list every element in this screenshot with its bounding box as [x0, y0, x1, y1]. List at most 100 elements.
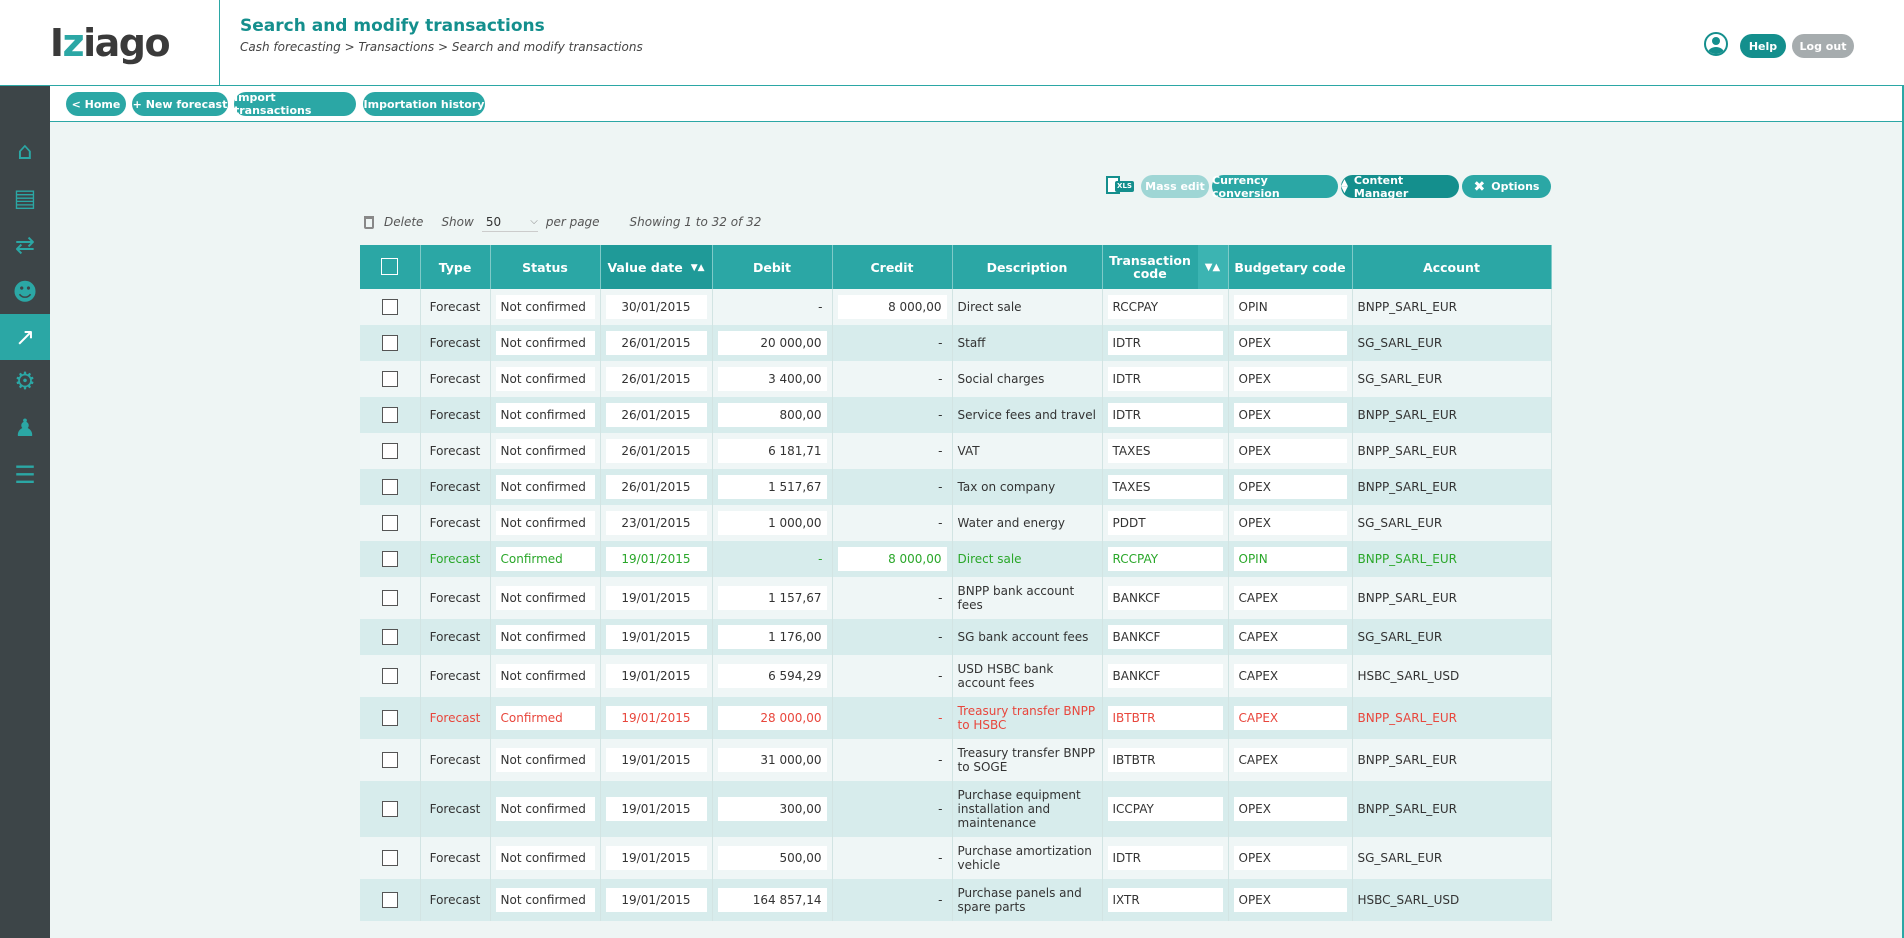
transaction-code-cell[interactable]: IBTBTR	[1102, 739, 1229, 781]
value-date-cell[interactable]: 26/01/2015	[600, 361, 713, 397]
debit-cell[interactable]: 300,00	[712, 781, 833, 837]
row-checkbox[interactable]	[381, 335, 398, 351]
transaction-code-cell[interactable]: PDDT	[1102, 505, 1229, 541]
debit-cell[interactable]: -	[712, 541, 833, 577]
value-date-cell[interactable]: 26/01/2015	[600, 397, 713, 433]
status-cell[interactable]: Not confirmed	[490, 655, 601, 697]
credit-cell[interactable]: -	[832, 505, 953, 541]
table-row[interactable]: Forecast Not confirmed 26/01/2015 3 400,00-…	[360, 361, 1552, 397]
credit-cell[interactable]: 8 000,00	[832, 289, 953, 325]
description-cell[interactable]: Direct sale	[952, 541, 1103, 577]
transaction-code-cell[interactable]: IDTR	[1102, 325, 1229, 361]
debit-cell[interactable]: -	[712, 289, 833, 325]
table-row[interactable]: Forecast Not confirmed 19/01/2015 500,00- Pu…	[360, 837, 1552, 879]
credit-cell[interactable]: -	[832, 361, 953, 397]
credit-cell[interactable]: -	[832, 619, 953, 655]
table-row[interactable]: Forecast Not confirmed 26/01/2015 20 000,00…	[360, 325, 1552, 361]
credit-cell[interactable]: -	[832, 655, 953, 697]
home-icon[interactable]: ⌂	[17, 137, 33, 165]
value-date-cell[interactable]: 19/01/2015	[600, 619, 713, 655]
budgetary-code-cell[interactable]: OPEX	[1228, 505, 1353, 541]
value-date-cell[interactable]: 19/01/2015	[600, 697, 713, 739]
description-cell[interactable]: Treasury transfer BNPP to SOGE	[952, 739, 1103, 781]
description-cell[interactable]: Purchase amortization vehicle	[952, 837, 1103, 879]
description-cell[interactable]: Purchase equipment installation and main…	[952, 781, 1103, 837]
credit-cell[interactable]: -	[832, 397, 953, 433]
debit-cell[interactable]: 31 000,00	[712, 739, 833, 781]
transaction-code-cell[interactable]: TAXES	[1102, 433, 1229, 469]
table-row[interactable]: Forecast Not confirmed 26/01/2015 6 181,71-…	[360, 433, 1552, 469]
budgetary-code-cell[interactable]: OPEX	[1228, 325, 1353, 361]
value-date-cell[interactable]: 30/01/2015	[600, 289, 713, 325]
transaction-code-cell[interactable]: IDTR	[1102, 361, 1229, 397]
budgetary-code-cell[interactable]: OPIN	[1228, 541, 1353, 577]
budgetary-code-cell[interactable]: OPEX	[1228, 781, 1353, 837]
table-row[interactable]: Forecast Confirmed 19/01/2015-8 000,00 Dire…	[360, 541, 1552, 577]
row-checkbox[interactable]	[381, 668, 398, 684]
help-button[interactable]: Help	[1740, 34, 1786, 58]
credit-cell[interactable]: -	[832, 577, 953, 619]
credit-cell[interactable]: -	[832, 739, 953, 781]
row-checkbox[interactable]	[381, 850, 398, 866]
debit-cell[interactable]: 800,00	[712, 397, 833, 433]
row-checkbox[interactable]	[381, 407, 398, 423]
row-checkbox[interactable]	[381, 515, 398, 531]
status-cell[interactable]: Not confirmed	[490, 781, 601, 837]
select-all-checkbox[interactable]	[381, 257, 399, 275]
budgetary-code-cell[interactable]: OPEX	[1228, 837, 1353, 879]
debit-cell[interactable]: 28 000,00	[712, 697, 833, 739]
credit-cell[interactable]: -	[832, 469, 953, 505]
team-icon[interactable]: ☻	[12, 278, 38, 306]
credit-cell[interactable]: -	[832, 879, 953, 921]
status-cell[interactable]: Not confirmed	[490, 619, 601, 655]
new-forecast-button[interactable]: + New forecast	[132, 92, 228, 116]
debit-cell[interactable]: 1 157,67	[712, 577, 833, 619]
debit-cell[interactable]: 20 000,00	[712, 325, 833, 361]
description-cell[interactable]: BNPP bank account fees	[952, 577, 1103, 619]
logo-area[interactable]: Iziago	[0, 0, 220, 86]
credit-cell[interactable]: -	[832, 837, 953, 879]
row-checkbox[interactable]	[381, 752, 398, 768]
status-cell[interactable]: Not confirmed	[490, 397, 601, 433]
column-type[interactable]: Type	[420, 245, 491, 289]
column-account[interactable]: Account	[1352, 245, 1552, 289]
table-row[interactable]: Forecast Not confirmed 19/01/2015 31 000,00…	[360, 739, 1552, 781]
value-date-cell[interactable]: 19/01/2015	[600, 837, 713, 879]
chart-icon[interactable]: ↗	[0, 314, 50, 360]
breadcrumb[interactable]: Cash forecasting > Transactions > Search…	[240, 40, 643, 54]
table-row[interactable]: Forecast Not confirmed 23/01/2015 1 000,00-…	[360, 505, 1552, 541]
debit-cell[interactable]: 6 594,29	[712, 655, 833, 697]
budgetary-code-cell[interactable]: CAPEX	[1228, 619, 1353, 655]
transaction-code-cell[interactable]: IXTR	[1102, 879, 1229, 921]
row-checkbox[interactable]	[381, 801, 398, 817]
transaction-code-cell[interactable]: IBTBTR	[1102, 697, 1229, 739]
options-button[interactable]: ✖ Options	[1462, 175, 1551, 198]
credit-cell[interactable]: 8 000,00	[832, 541, 953, 577]
budgetary-code-cell[interactable]: CAPEX	[1228, 577, 1353, 619]
description-cell[interactable]: VAT	[952, 433, 1103, 469]
column-transaction-code[interactable]: Transaction code ▼▲	[1102, 245, 1229, 289]
status-cell[interactable]: Not confirmed	[490, 469, 601, 505]
description-cell[interactable]: Staff	[952, 325, 1103, 361]
status-cell[interactable]: Not confirmed	[490, 879, 601, 921]
budgetary-code-cell[interactable]: OPEX	[1228, 879, 1353, 921]
home-button[interactable]: < Home	[66, 92, 126, 116]
status-cell[interactable]: Not confirmed	[490, 505, 601, 541]
budgetary-code-cell[interactable]: CAPEX	[1228, 655, 1353, 697]
description-cell[interactable]: Social charges	[952, 361, 1103, 397]
debit-cell[interactable]: 3 400,00	[712, 361, 833, 397]
credit-cell[interactable]: -	[832, 325, 953, 361]
debit-cell[interactable]: 164 857,14	[712, 879, 833, 921]
column-budgetary-code[interactable]: Budgetary code	[1228, 245, 1353, 289]
gear-icon[interactable]: ⚙	[14, 367, 36, 395]
value-date-cell[interactable]: 26/01/2015	[600, 433, 713, 469]
description-cell[interactable]: Purchase panels and spare parts	[952, 879, 1103, 921]
transaction-code-cell[interactable]: ICCPAY	[1102, 781, 1229, 837]
row-checkbox[interactable]	[381, 479, 398, 495]
credit-cell[interactable]: -	[832, 781, 953, 837]
debit-cell[interactable]: 6 181,71	[712, 433, 833, 469]
value-date-cell[interactable]: 19/01/2015	[600, 879, 713, 921]
table-row[interactable]: Forecast Not confirmed 30/01/2015-8 000,00…	[360, 289, 1552, 325]
debit-cell[interactable]: 1 176,00	[712, 619, 833, 655]
status-cell[interactable]: Not confirmed	[490, 289, 601, 325]
